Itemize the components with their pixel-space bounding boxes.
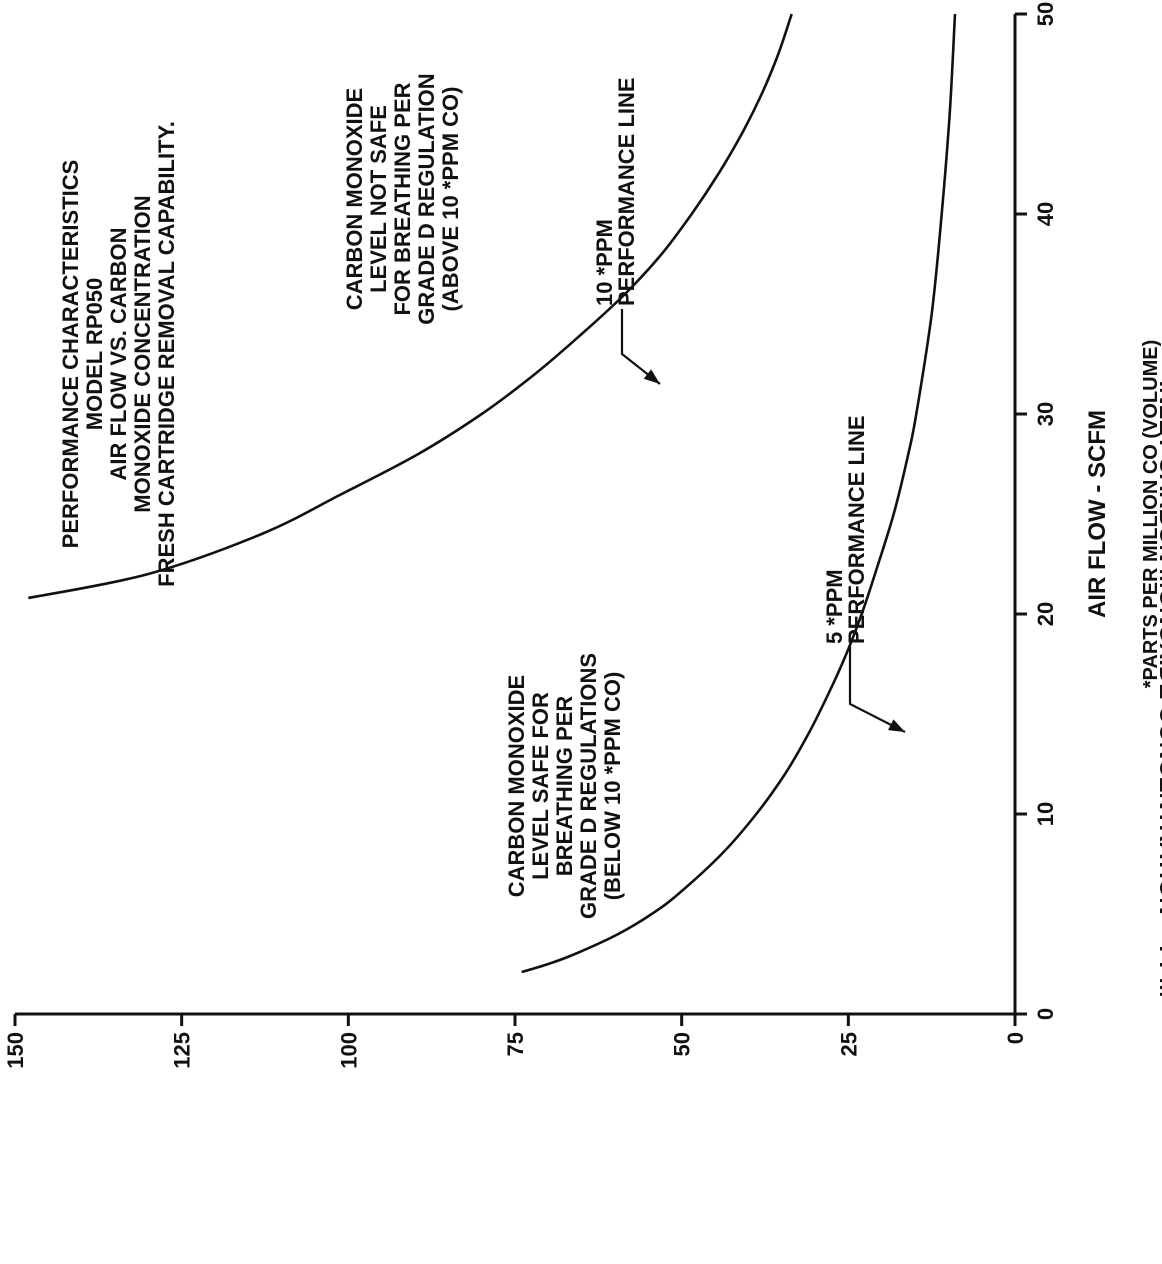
footnote: *PARTS PER MILLION CO (VOLUME): [1140, 340, 1162, 689]
text-line: GRADE D REGULATIONS: [576, 653, 601, 919]
text-line: AIR FLOW VS. CARBON: [106, 228, 131, 481]
y-tick-label: 100: [336, 1032, 361, 1069]
series-line-5ppm: [521, 13, 957, 974]
y-tick-label: 0: [1003, 1032, 1028, 1044]
x-tick-label: 50: [1033, 2, 1058, 26]
unsafe-region-annotation: CARBON MONOXIDELEVEL NOT SAFEFOR BREATHI…: [342, 73, 463, 324]
series-label-10ppm: 10 *PPMPERFORMANCE LINE: [592, 77, 639, 306]
leaders: [620, 309, 906, 733]
y-tick-label: 25: [836, 1032, 861, 1056]
text-line: PERFORMANCE CHARACTERISTICS: [58, 160, 83, 549]
text-line: (ABOVE 10 *PPM CO): [438, 87, 463, 312]
text-line: MONOXIDE CONCENTRATION: [130, 195, 155, 512]
y-tick-label: 75: [503, 1032, 528, 1056]
series-line-10ppm: [28, 13, 793, 600]
y-tick-label: 150: [3, 1032, 28, 1069]
x-ticks: 0 10 20 30 40 50: [1015, 2, 1058, 1020]
safe-region-annotation: CARBON MONOXIDELEVEL SAFE FORBREATHING P…: [504, 653, 625, 919]
text-line: 10 *PPM: [592, 219, 617, 306]
text-line: LEVEL SAFE FOR: [528, 692, 553, 880]
chart-title: PERFORMANCE CHARACTERISTICSMODEL RP050AI…: [58, 121, 179, 587]
arrowhead: [643, 369, 660, 384]
y-tick-label: 50: [670, 1032, 695, 1056]
text-line: 5 *PPM: [822, 569, 847, 644]
text-line: CARBON MONOXIDE: [504, 675, 529, 897]
x-axis-title: AIR FLOW - SCFM: [1084, 410, 1111, 618]
text-line: CARBON MONOXIDE: [342, 88, 367, 310]
text-line: BREATHING PER: [552, 696, 577, 877]
text-line: PERFORMANCE LINE: [844, 415, 869, 644]
x-tick-label: 30: [1033, 402, 1058, 426]
x-tick-label: 10: [1033, 802, 1058, 826]
curves: [28, 13, 957, 974]
arrowhead: [888, 719, 905, 732]
text-line: PERFORMANCE LINE: [614, 77, 639, 306]
leader-5ppm: [848, 646, 906, 733]
y-ticks: 0 25 50 75 100 125 150: [3, 1014, 1028, 1069]
y-axis-title: INLET CARBON MONOXIDE CONCENTRATION - *P…: [1154, 381, 1162, 998]
x-tick-label: 20: [1033, 602, 1058, 626]
y-tick-label: 125: [170, 1032, 195, 1069]
text-line: MODEL RP050: [82, 278, 107, 430]
series-label-5ppm: 5 *PPMPERFORMANCE LINE: [822, 415, 869, 644]
rotated-plot: 0 10 20 30 40 50 0 25 50 75 100 125 150 PERFORMANCE…: [3, 2, 1162, 1069]
leader-10ppm: [620, 309, 661, 385]
text-line: (BELOW 10 *PPM CO): [600, 672, 625, 901]
text-line: FOR BREATHING PER: [390, 82, 415, 315]
text-line: FRESH CARTRIDGE REMOVAL CAPABILITY.: [154, 121, 179, 587]
x-tick-label: 40: [1033, 202, 1058, 226]
x-tick-label: 0: [1033, 1008, 1058, 1020]
text-line: GRADE D REGULATION: [414, 73, 439, 324]
text-line: LEVEL NOT SAFE: [366, 105, 391, 293]
